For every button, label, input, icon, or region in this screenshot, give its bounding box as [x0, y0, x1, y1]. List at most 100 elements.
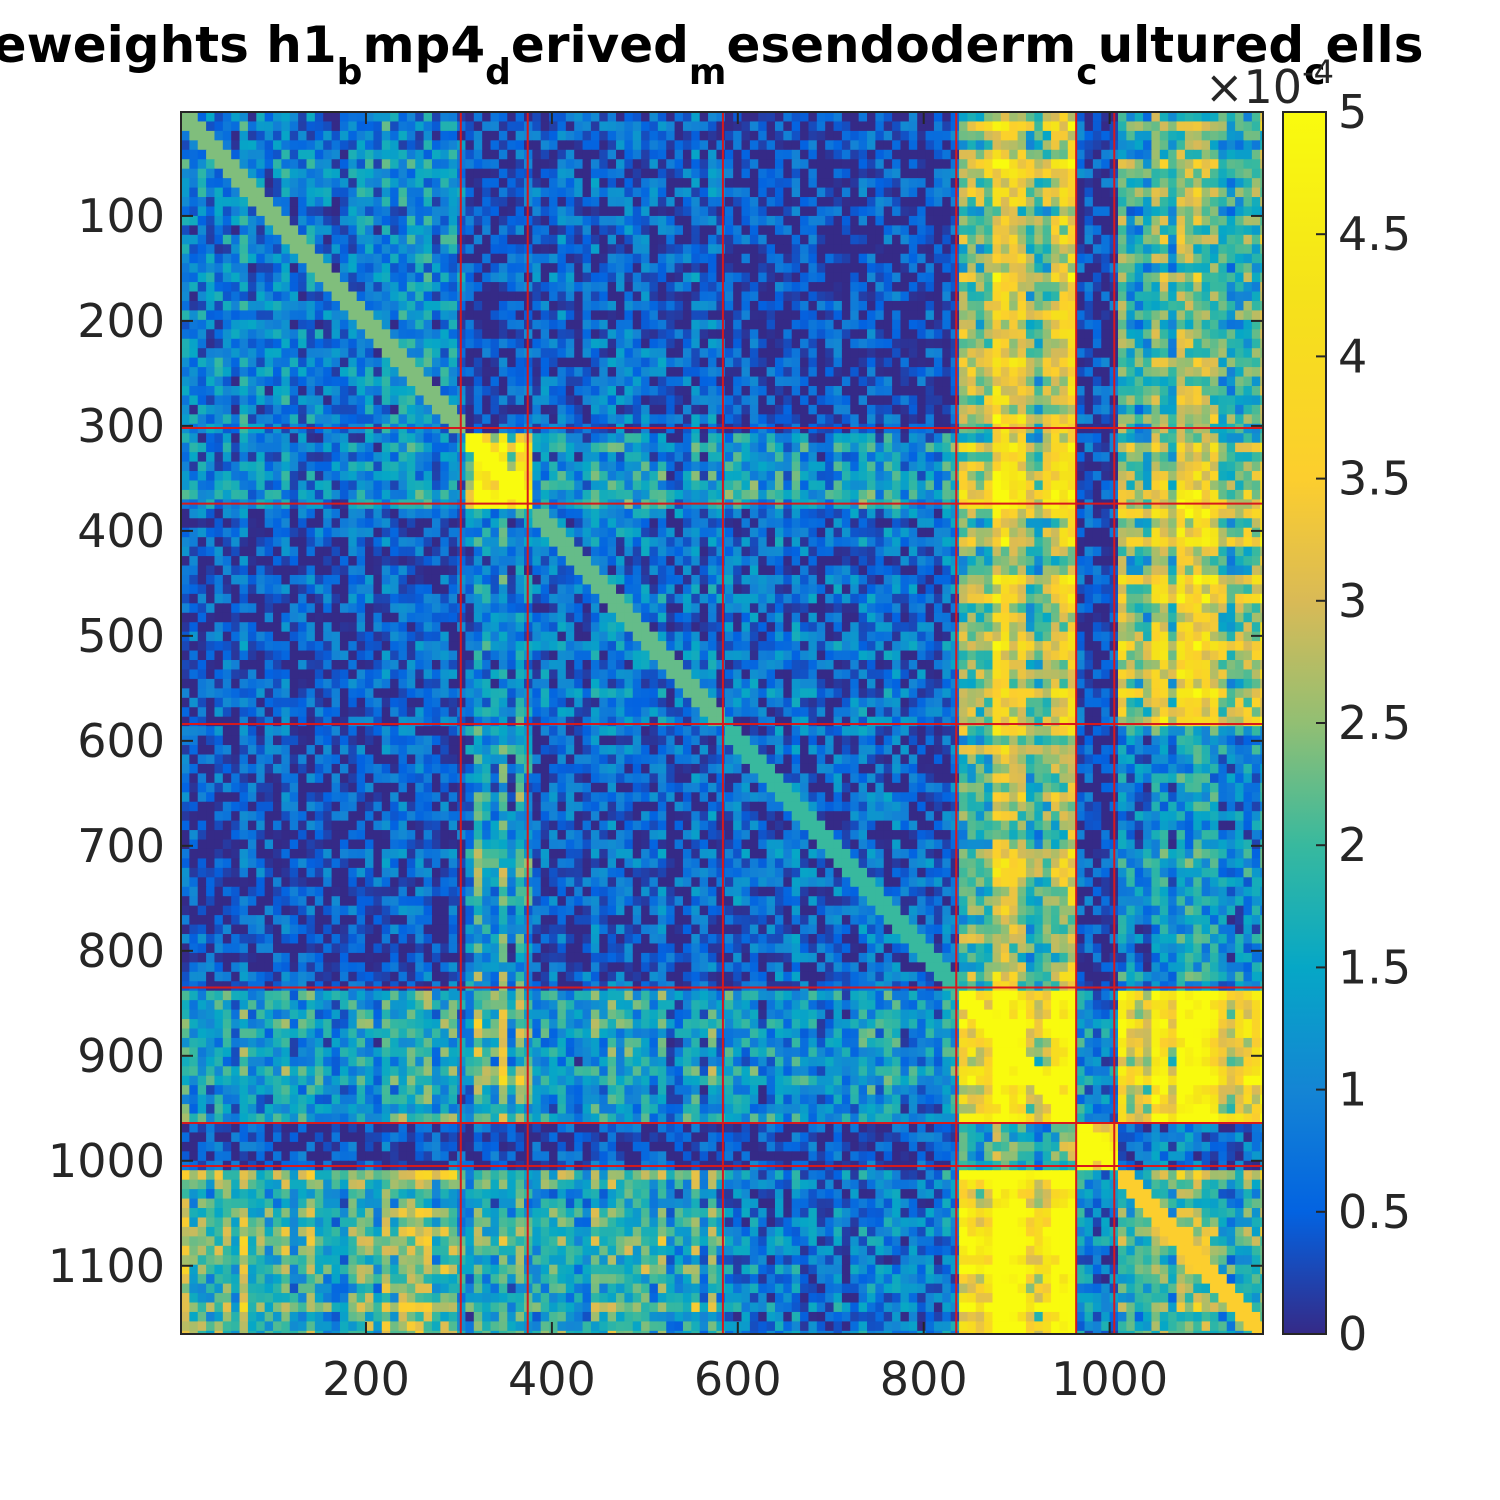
heatmap-cell — [491, 414, 500, 424]
heatmap-cell — [884, 292, 893, 302]
heatmap-cell — [1193, 443, 1202, 453]
heatmap-cell — [499, 329, 508, 339]
heatmap-cell — [474, 150, 483, 160]
heatmap-cell — [867, 329, 876, 339]
heatmap-cell — [357, 367, 366, 377]
heatmap-cell — [1101, 254, 1110, 264]
heatmap-cell — [1185, 292, 1194, 302]
heatmap-cell — [1034, 188, 1043, 198]
heatmap-cell — [315, 150, 324, 160]
heatmap-cell — [616, 112, 625, 122]
heatmap-cell — [1085, 282, 1094, 292]
heatmap-cell — [993, 206, 1002, 216]
heatmap-cell — [1243, 140, 1252, 150]
heatmap-cell — [783, 197, 792, 207]
heatmap-cell — [842, 367, 851, 377]
heatmap-cell — [516, 235, 525, 245]
heatmap-cell — [658, 348, 667, 358]
heatmap-cell — [834, 159, 843, 169]
heatmap-cell — [1076, 386, 1085, 396]
heatmap-cell — [432, 235, 441, 245]
heatmap-cell — [281, 263, 290, 273]
heatmap-cell — [917, 358, 926, 368]
heatmap-cell — [917, 367, 926, 377]
heatmap-cell — [1235, 273, 1244, 283]
heatmap-cell — [666, 131, 675, 141]
heatmap-cell — [666, 462, 675, 472]
heatmap-cell — [641, 367, 650, 377]
heatmap-cell — [926, 367, 935, 377]
heatmap-cell — [1009, 206, 1018, 216]
heatmap-cell — [189, 443, 198, 453]
heatmap-cell — [365, 150, 374, 160]
heatmap-cell — [1085, 292, 1094, 302]
heatmap-cell — [666, 197, 675, 207]
heatmap-cell — [742, 244, 751, 254]
heatmap-cell — [390, 254, 399, 264]
heatmap-cell — [1168, 339, 1177, 349]
heatmap-cell — [875, 348, 884, 358]
heatmap-cell — [599, 395, 608, 405]
heatmap-cell — [348, 320, 357, 330]
heatmap-cell — [240, 282, 249, 292]
heatmap-cell — [850, 244, 859, 254]
heatmap-cell — [616, 273, 625, 283]
heatmap-cell — [892, 395, 901, 405]
heatmap-cell — [800, 273, 809, 283]
heatmap-cell — [834, 206, 843, 216]
heatmap-cell — [340, 377, 349, 387]
heatmap-cell — [1034, 367, 1043, 377]
heatmap-cell — [407, 367, 416, 377]
heatmap-cell — [967, 216, 976, 226]
heatmap-cell — [825, 310, 834, 320]
heatmap-cell — [1093, 188, 1102, 198]
heatmap-cell — [691, 329, 700, 339]
heatmap-cell — [926, 377, 935, 387]
heatmap-cell — [1235, 150, 1244, 160]
heatmap-cell — [482, 178, 491, 188]
heatmap-cell — [591, 225, 600, 235]
heatmap-cell — [608, 443, 617, 453]
heatmap-cell — [390, 131, 399, 141]
heatmap-cell — [675, 216, 684, 226]
heatmap-cell — [440, 301, 449, 311]
heatmap-cell — [984, 197, 993, 207]
heatmap-cell — [675, 452, 684, 462]
heatmap-cell — [767, 320, 776, 330]
heatmap-cell — [214, 131, 223, 141]
heatmap-cell — [783, 443, 792, 453]
heatmap-cell — [248, 121, 257, 131]
heatmap-cell — [532, 178, 541, 188]
heatmap-cell — [783, 386, 792, 396]
heatmap-cell — [1051, 358, 1060, 368]
heatmap-cell — [599, 386, 608, 396]
heatmap-cell — [583, 254, 592, 264]
heatmap-cell — [599, 225, 608, 235]
heatmap-cell — [1034, 254, 1043, 264]
heatmap-cell — [549, 452, 558, 462]
heatmap-cell — [465, 358, 474, 368]
heatmap-cell — [716, 292, 725, 302]
heatmap-cell — [825, 414, 834, 424]
heatmap-cell — [967, 254, 976, 264]
heatmap-cell — [967, 159, 976, 169]
heatmap-cell — [1018, 140, 1027, 150]
heatmap-cell — [892, 169, 901, 179]
heatmap-cell — [951, 377, 960, 387]
heatmap-cell — [842, 386, 851, 396]
heatmap-cell — [892, 150, 901, 160]
heatmap-cell — [783, 405, 792, 415]
heatmap-cell — [1168, 310, 1177, 320]
heatmap-cell — [1210, 443, 1219, 453]
heatmap-cell — [783, 216, 792, 226]
heatmap-cell — [549, 216, 558, 226]
heatmap-cell — [1001, 140, 1010, 150]
heatmap-cell — [649, 273, 658, 283]
heatmap-cell — [700, 206, 709, 216]
heatmap-cell — [1034, 225, 1043, 235]
heatmap-cell — [1135, 339, 1144, 349]
heatmap-cell — [725, 301, 734, 311]
heatmap-cell — [265, 263, 274, 273]
heatmap-cell — [599, 301, 608, 311]
heatmap-cell — [1252, 395, 1261, 405]
